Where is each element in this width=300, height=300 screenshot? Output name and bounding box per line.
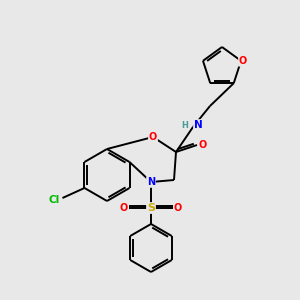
Text: O: O (149, 132, 157, 142)
Text: O: O (199, 140, 207, 150)
Text: O: O (239, 56, 247, 66)
Text: O: O (120, 203, 128, 213)
Text: N: N (194, 120, 203, 130)
Text: H: H (181, 121, 188, 130)
Text: Cl: Cl (48, 195, 59, 205)
Text: S: S (147, 203, 155, 213)
Text: O: O (174, 203, 182, 213)
Text: N: N (147, 177, 155, 187)
